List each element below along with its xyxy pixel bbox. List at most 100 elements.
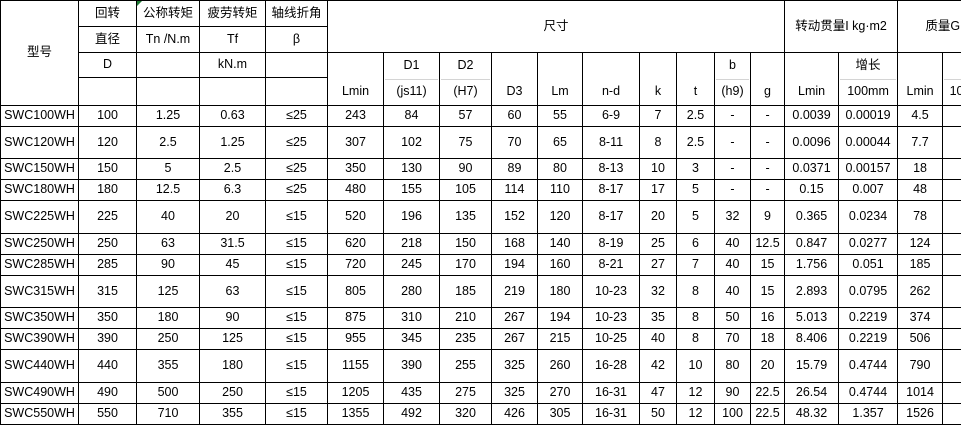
cell-g[interactable]: 16	[749, 307, 786, 330]
cell-I_growth[interactable]: 0.051	[838, 253, 899, 276]
cell-I_growth[interactable]: 0.007	[838, 179, 899, 202]
cell-Tf[interactable]: 250	[199, 381, 266, 404]
cell-G_growth[interactable]: 2.8	[942, 179, 961, 202]
cell-Lmin[interactable]: 350	[327, 158, 384, 181]
cell-Tn[interactable]: 710	[136, 402, 200, 425]
cell-G_Lmin[interactable]: 1526	[897, 402, 944, 425]
cell-D2[interactable]: 170	[439, 253, 492, 276]
cell-t[interactable]: 8	[676, 328, 715, 351]
cell-G_Lmin[interactable]: 78	[897, 200, 944, 234]
cell-D2[interactable]: 90	[439, 158, 492, 181]
cell-model[interactable]: SWC100WH	[0, 104, 79, 127]
cell-I_Lmin[interactable]: 0.847	[784, 232, 840, 255]
cell-b[interactable]: 70	[714, 328, 751, 351]
cell-b[interactable]: 100	[714, 402, 751, 425]
cell-Lm[interactable]: 305	[537, 402, 583, 425]
cell-b[interactable]: -	[714, 125, 751, 160]
cell-beta[interactable]: ≤25	[265, 179, 328, 202]
cell-D2[interactable]: 255	[439, 349, 492, 383]
cell-D1[interactable]: 280	[383, 274, 440, 309]
cell-b[interactable]: 40	[714, 232, 751, 255]
cell-Tn[interactable]: 1.25	[136, 104, 200, 127]
cell-beta[interactable]: ≤15	[265, 402, 328, 425]
cell-D[interactable]: 120	[78, 125, 137, 160]
cell-I_growth[interactable]: 0.0795	[838, 274, 899, 309]
cell-g[interactable]: 20	[749, 349, 786, 383]
cell-model[interactable]: SWC225WH	[0, 200, 79, 234]
cell-g[interactable]: 22.5	[749, 381, 786, 404]
table-row[interactable]: SWC250WH 250 63 31.5 ≤15 620 218 150 168 140 8-19 2…	[0, 232, 961, 255]
cell-model[interactable]: SWC150WH	[0, 158, 79, 181]
cell-beta[interactable]: ≤15	[265, 307, 328, 330]
cell-model[interactable]: SWC285WH	[0, 253, 79, 276]
cell-Tn[interactable]: 180	[136, 307, 200, 330]
cell-D2[interactable]: 150	[439, 232, 492, 255]
cell-k[interactable]: 47	[639, 381, 677, 404]
cell-Lm[interactable]: 270	[537, 381, 583, 404]
cell-G_Lmin[interactable]: 262	[897, 274, 944, 309]
cell-n-d[interactable]: 16-28	[582, 349, 640, 383]
cell-n-d[interactable]: 8-13	[582, 158, 640, 181]
cell-t[interactable]: 8	[676, 274, 715, 309]
cell-model[interactable]: SWC180WH	[0, 179, 79, 202]
cell-I_Lmin[interactable]: 0.0371	[784, 158, 840, 181]
cell-Lm[interactable]: 160	[537, 253, 583, 276]
cell-D3[interactable]: 219	[491, 274, 538, 309]
cell-D1[interactable]: 218	[383, 232, 440, 255]
cell-D2[interactable]: 105	[439, 179, 492, 202]
table-row[interactable]: SWC225WH 225 40 20 ≤15 520 196 135 152 120 8-17 20 5…	[0, 200, 961, 234]
table-row[interactable]: SWC550WH 550 710 355 ≤15 1355 492 320 426 305 16-3…	[0, 402, 961, 425]
cell-t[interactable]: 2.5	[676, 125, 715, 160]
cell-Lmin[interactable]: 805	[327, 274, 384, 309]
cell-k[interactable]: 10	[639, 158, 677, 181]
cell-D2[interactable]: 235	[439, 328, 492, 351]
cell-b[interactable]: 80	[714, 349, 751, 383]
cell-t[interactable]: 10	[676, 349, 715, 383]
cell-k[interactable]: 25	[639, 232, 677, 255]
cell-beta[interactable]: ≤15	[265, 200, 328, 234]
cell-Lmin[interactable]: 520	[327, 200, 384, 234]
cell-model[interactable]: SWC250WH	[0, 232, 79, 255]
cell-b[interactable]: 90	[714, 381, 751, 404]
cell-D3[interactable]: 152	[491, 200, 538, 234]
cell-t[interactable]: 3	[676, 158, 715, 181]
cell-D1[interactable]: 155	[383, 179, 440, 202]
cell-D3[interactable]: 267	[491, 328, 538, 351]
cell-D1[interactable]: 245	[383, 253, 440, 276]
cell-D[interactable]: 180	[78, 179, 137, 202]
cell-Tf[interactable]: 355	[199, 402, 266, 425]
cell-Tf[interactable]: 6.3	[199, 179, 266, 202]
cell-Lmin[interactable]: 1355	[327, 402, 384, 425]
cell-Lmin[interactable]: 307	[327, 125, 384, 160]
cell-D3[interactable]: 70	[491, 125, 538, 160]
cell-I_Lmin[interactable]: 5.013	[784, 307, 840, 330]
cell-Tn[interactable]: 5	[136, 158, 200, 181]
cell-I_Lmin[interactable]: 0.0096	[784, 125, 840, 160]
cell-G_Lmin[interactable]: 4.5	[897, 104, 944, 127]
cell-Lmin[interactable]: 1205	[327, 381, 384, 404]
cell-G_growth[interactable]: 6.3	[942, 253, 961, 276]
cell-Tn[interactable]: 63	[136, 232, 200, 255]
cell-g[interactable]: -	[749, 104, 786, 127]
cell-Lmin[interactable]: 1155	[327, 349, 384, 383]
table-row[interactable]: SWC315WH 315 125 63 ≤15 805 280 185 219 180 10-23 3…	[0, 274, 961, 309]
cell-b[interactable]: 40	[714, 274, 751, 309]
cell-D[interactable]: 350	[78, 307, 137, 330]
cell-Tn[interactable]: 250	[136, 328, 200, 351]
cell-k[interactable]: 40	[639, 328, 677, 351]
cell-Lm[interactable]: 140	[537, 232, 583, 255]
cell-Tn[interactable]: 2.5	[136, 125, 200, 160]
cell-n-d[interactable]: 10-25	[582, 328, 640, 351]
cell-Lm[interactable]: 80	[537, 158, 583, 181]
cell-G_Lmin[interactable]: 506	[897, 328, 944, 351]
table-row[interactable]: SWC350WH 350 180 90 ≤15 875 310 210 267 194 10-23 3…	[0, 307, 961, 330]
cell-G_growth[interactable]: 21.7	[942, 349, 961, 383]
cell-g[interactable]: 9	[749, 200, 786, 234]
cell-k[interactable]: 27	[639, 253, 677, 276]
cell-I_growth[interactable]: 0.0277	[838, 232, 899, 255]
cell-Lm[interactable]: 215	[537, 328, 583, 351]
cell-Tf[interactable]: 180	[199, 349, 266, 383]
cell-beta[interactable]: ≤15	[265, 328, 328, 351]
cell-D[interactable]: 250	[78, 232, 137, 255]
cell-I_growth[interactable]: 1.357	[838, 402, 899, 425]
